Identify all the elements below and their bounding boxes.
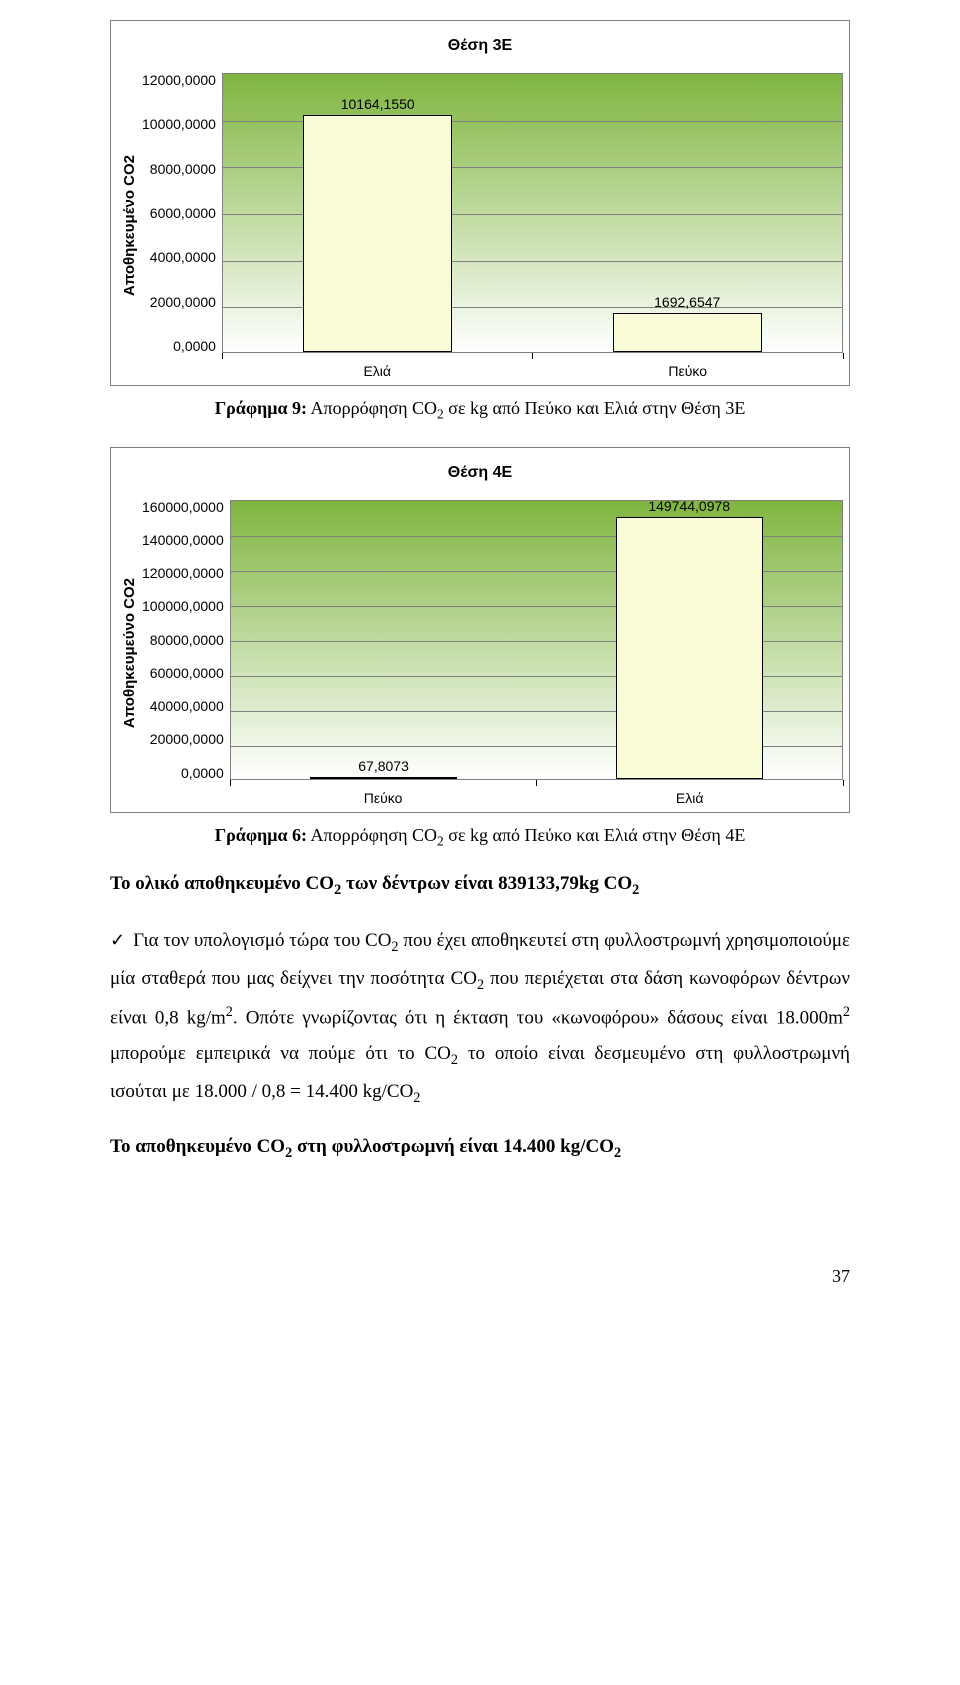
ytick-label: 2000,0000 [150,295,216,309]
bar-value-label: 10164,1550 [341,96,415,112]
chart2-xticks: ΠεύκοΕλιά [230,786,843,806]
litter-stored-heading: Το αποθηκευμένο CO2 στη φυλλοστρωμνή είν… [110,1136,850,1162]
chart2-title: Θέση 4E [117,454,843,500]
ytick-label: 8000,0000 [150,162,216,176]
bar: 67,8073 [310,777,457,779]
ytick-label: 160000,0000 [142,500,224,514]
chart2-ylabel: Αποθηκευμεύνο CO2 [117,578,142,728]
bar-value-label: 67,8073 [358,758,409,774]
chart1-title: Θέση 3E [117,27,843,73]
ytick-label: 0,0000 [173,339,216,353]
xtick-label: Πεύκο [532,363,843,379]
chart1-yticks: 12000,0000 10000,0000 8000,0000 6000,0000 40… [142,73,222,353]
bar: 10164,1550 [303,115,452,352]
xtick-label: Ελιά [222,363,533,379]
chart1-ylabel: Αποθηκευμένο CO2 [117,155,142,296]
caption-chart2: Γράφημα 6: Απορρόφηση CO2 σε kg από Πεύκ… [110,825,850,850]
ytick-label: 140000,0000 [142,533,224,547]
ytick-label: 60000,0000 [150,666,224,680]
xtick-label: Ελιά [536,790,843,806]
caption-chart1: Γράφημα 9: Απορρόφηση CO2 σε kg από Πεύκ… [110,398,850,423]
ytick-label: 80000,0000 [150,633,224,647]
ytick-label: 4000,0000 [150,250,216,264]
ytick-label: 20000,0000 [150,732,224,746]
paragraph-litter-calc: ✓Για τον υπολογισμό τώρα του CO2 που έχε… [110,923,850,1112]
ytick-label: 10000,0000 [142,117,216,131]
total-stored-heading: Το ολικό αποθηκευμένο CO2 των δέντρων εί… [110,873,850,899]
chart2-plot: 67,8073 149744,0978 [230,500,843,780]
ytick-label: 12000,0000 [142,73,216,87]
chart1-plot: 10164,1550 1692,6547 [222,73,843,353]
ytick-label: 0,0000 [181,766,224,780]
chart-3e: Θέση 3E Αποθηκευμένο CO2 12000,0000 10000… [110,20,850,386]
bar-value-label: 1692,6547 [654,294,720,310]
check-icon: ✓ [110,930,133,950]
bar: 149744,0978 [616,517,763,779]
ytick-label: 100000,0000 [142,599,224,613]
bar-value-label: 149744,0978 [648,498,730,514]
page-number: 37 [0,1226,960,1307]
chart-4e: Θέση 4E Αποθηκευμεύνο CO2 160000,0000 140… [110,447,850,813]
ytick-label: 120000,0000 [142,566,224,580]
xtick-label: Πεύκο [230,790,537,806]
ytick-label: 6000,0000 [150,206,216,220]
chart1-xticks: ΕλιάΠεύκο [222,359,843,379]
chart2-yticks: 160000,0000 140000,0000 120000,0000 100000,… [142,500,230,780]
bar: 1692,6547 [613,313,762,352]
ytick-label: 40000,0000 [150,699,224,713]
